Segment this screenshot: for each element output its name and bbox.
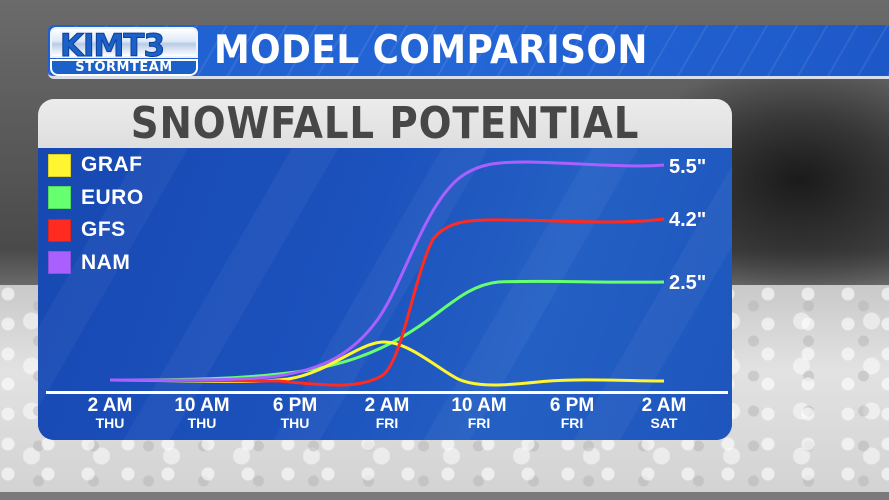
x-tick-time: 2 AM xyxy=(364,395,410,416)
x-tick: 2 AM FRI xyxy=(342,395,432,431)
plot-area xyxy=(46,160,728,394)
x-tick: 6 PM FRI xyxy=(527,395,617,431)
legend-item-nam: NAM xyxy=(48,247,144,280)
x-tick-time: 2 AM xyxy=(87,395,133,416)
series-line-nam xyxy=(109,160,665,382)
bottom-edge xyxy=(0,492,889,500)
legend-label: GFS xyxy=(81,218,126,242)
x-tick: 10 AM THU xyxy=(157,395,247,431)
legend-label: NAM xyxy=(81,250,131,274)
x-tick-time: 10 AM xyxy=(451,395,507,416)
x-tick-day: THU xyxy=(187,415,217,431)
x-tick: 2 AM THU xyxy=(65,395,155,431)
series-line-gfs xyxy=(109,217,665,387)
series-line-euro xyxy=(109,279,665,382)
legend-item-euro: EURO xyxy=(48,182,144,215)
x-tick-time: 6 PM xyxy=(272,395,318,416)
x-tick-time: 6 PM xyxy=(549,395,595,416)
x-tick-day: SAT xyxy=(650,415,678,431)
legend-swatch-gfs xyxy=(48,218,71,242)
x-tick-time: 10 AM xyxy=(174,395,230,416)
x-tick-day: FRI xyxy=(560,415,584,431)
station-logo: KIMT3 STORMTEAM xyxy=(48,25,200,77)
logo-top: KIMT3 xyxy=(50,27,198,64)
end-label-nam: 5.5" xyxy=(669,156,707,178)
chart-title: SNOWFALL POTENTIAL xyxy=(130,99,640,149)
x-tick-day: FRI xyxy=(375,415,399,431)
legend-swatch-euro xyxy=(48,186,71,210)
x-tick-day: THU xyxy=(95,415,125,431)
legend-swatch-graf xyxy=(48,153,71,177)
end-label-gfs: 4.2" xyxy=(669,209,707,231)
header-title: MODEL COMPARISON xyxy=(214,28,648,73)
x-tick-time: 2 AM xyxy=(641,395,687,416)
chart-panel: SNOWFALL POTENTIAL GRAF EURO GFS NAM xyxy=(38,99,732,440)
legend-swatch-nam xyxy=(48,251,71,275)
x-tick-day: THU xyxy=(280,415,310,431)
x-tick: 10 AM FRI xyxy=(434,395,524,431)
logo-brand: KIMT3 xyxy=(59,28,165,64)
legend-label: EURO xyxy=(81,185,144,209)
x-tick: 6 PM THU xyxy=(250,395,340,431)
chart-title-bar: SNOWFALL POTENTIAL xyxy=(38,99,732,149)
logo-sub: STORMTEAM xyxy=(50,59,198,76)
legend-item-graf: GRAF xyxy=(48,149,144,182)
end-label-euro: 2.5" xyxy=(669,272,707,294)
x-tick-day: FRI xyxy=(467,415,491,431)
chart-legend: GRAF EURO GFS NAM xyxy=(48,149,144,279)
legend-label: GRAF xyxy=(81,153,143,177)
x-tick: 2 AM SAT xyxy=(619,395,709,431)
legend-item-gfs: GFS xyxy=(48,214,144,247)
